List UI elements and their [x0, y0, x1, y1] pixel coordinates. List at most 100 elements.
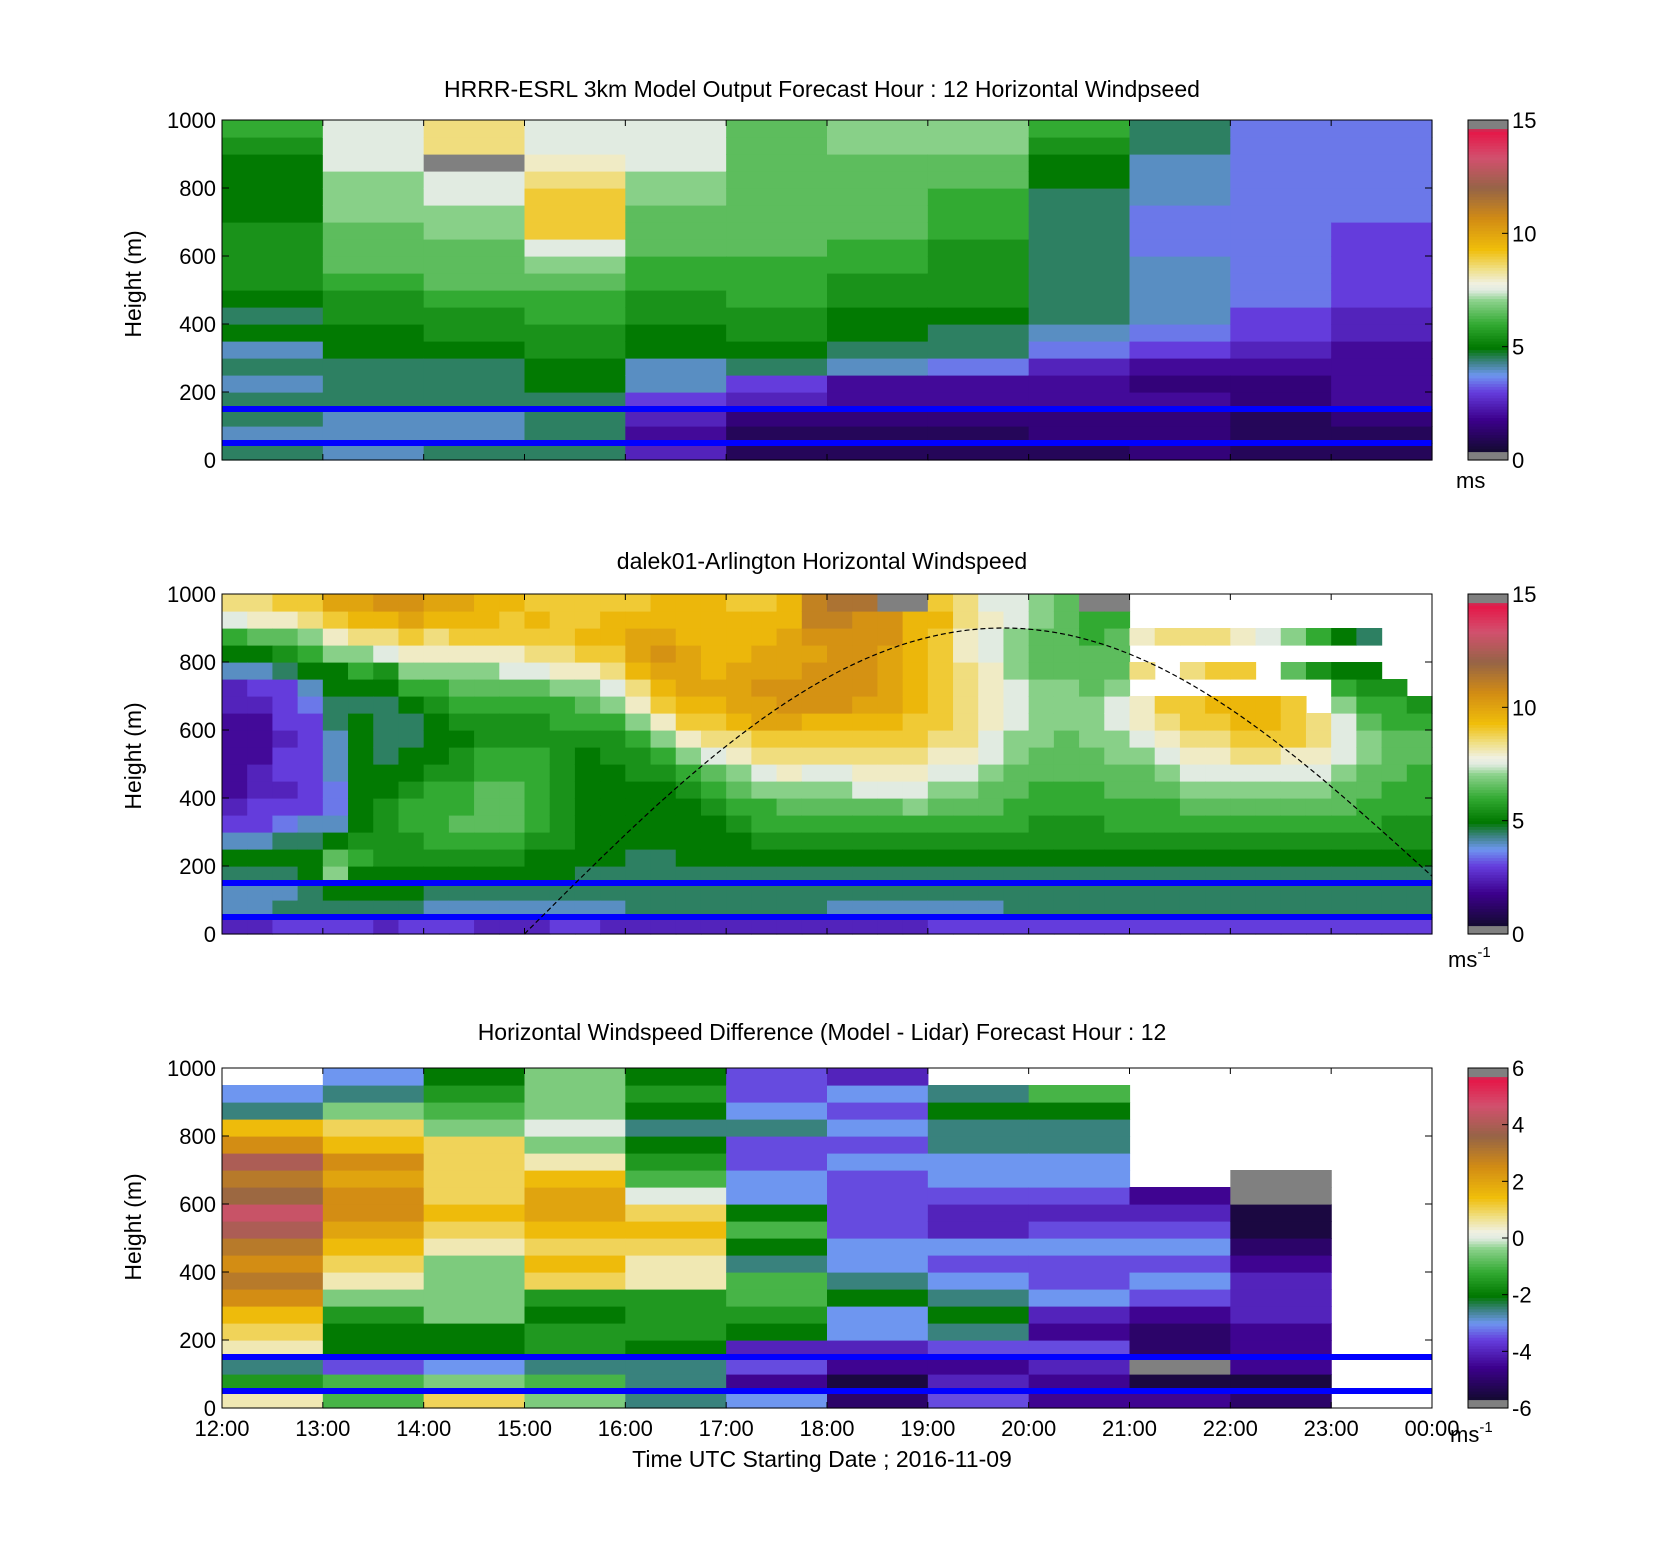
- colorbar-swatch: [1468, 154, 1508, 158]
- colorbar-tick-label: 15: [1512, 108, 1536, 133]
- colorbar-swatch: [1468, 798, 1508, 802]
- heatmap-cell: [827, 883, 853, 901]
- heatmap-cell: [625, 594, 652, 612]
- heatmap-cell: [675, 713, 702, 731]
- y-tick-label: 0: [204, 1396, 216, 1421]
- heatmap-cell: [474, 764, 500, 782]
- heatmap-cell: [827, 392, 929, 410]
- heatmap-cell: [801, 900, 828, 918]
- heatmap-cell: [650, 645, 677, 663]
- colorbar-tick-label: 5: [1512, 335, 1524, 360]
- heatmap-cell: [423, 1085, 526, 1103]
- colorbar-swatch: [1468, 1246, 1508, 1250]
- heatmap-cell: [1028, 917, 1055, 935]
- heatmap-cell: [1331, 341, 1433, 359]
- heatmap-cell: [499, 747, 526, 765]
- colorbar-swatch: [1468, 137, 1508, 141]
- heatmap-cell: [827, 815, 853, 833]
- heatmap-cell: [272, 730, 299, 748]
- heatmap-cell: [322, 1170, 425, 1188]
- heatmap-cell: [222, 645, 248, 663]
- colorbar-swatch: [1468, 633, 1508, 638]
- heatmap-cell: [1129, 392, 1231, 410]
- colorbar-swatch: [1468, 247, 1508, 251]
- heatmap-cell: [927, 662, 954, 680]
- colorbar-swatch: [1468, 820, 1508, 825]
- heatmap-cell: [751, 849, 778, 867]
- colorbar-swatch: [1468, 897, 1508, 901]
- heatmap-cell: [751, 628, 778, 646]
- heatmap-cell: [322, 205, 425, 223]
- heatmap-cell: [322, 730, 349, 748]
- heatmap-cell: [549, 883, 576, 901]
- heatmap-cell: [247, 628, 274, 646]
- heatmap-cell: [827, 1391, 929, 1409]
- colorbar-swatch: [1468, 1212, 1508, 1216]
- heatmap-cell: [348, 696, 374, 714]
- y-tick-label: 800: [179, 650, 216, 675]
- colorbar-swatch: [1468, 1362, 1508, 1367]
- heatmap-cell: [1129, 900, 1156, 918]
- heatmap-cell: [1356, 747, 1383, 765]
- heatmap-cell: [827, 628, 853, 646]
- heatmap-cell: [827, 1357, 929, 1375]
- colorbar-swatch: [1468, 193, 1508, 198]
- heatmap-cell: [927, 1272, 1030, 1290]
- heatmap-cell: [574, 764, 601, 782]
- heatmap-cell: [322, 917, 349, 935]
- heatmap-cell: [726, 662, 752, 680]
- heatmap-cell: [1028, 171, 1131, 189]
- colorbar-swatch: [1468, 1371, 1508, 1375]
- colorbar-swatch: [1468, 1141, 1508, 1146]
- colorbar-swatch: [1468, 1068, 1508, 1072]
- heatmap-cell: [776, 832, 803, 850]
- heatmap-cell: [272, 713, 299, 731]
- colorbar-swatch: [1468, 656, 1508, 660]
- heatmap-cell: [1003, 866, 1030, 884]
- heatmap-cell: [1129, 1391, 1231, 1409]
- heatmap-cell: [1028, 256, 1131, 274]
- heatmap-cell: [726, 1153, 828, 1171]
- heatmap-cell: [1230, 1204, 1332, 1222]
- heatmap-cell: [247, 815, 274, 833]
- heatmap-cell: [373, 662, 400, 680]
- colorbar-swatch: [1468, 156, 1508, 161]
- x-tick-label: 00:00: [1404, 1416, 1459, 1441]
- heatmap-cell: [978, 849, 1005, 867]
- heatmap-cell: [1205, 747, 1231, 765]
- heatmap-cell: [1356, 815, 1383, 833]
- heatmap-cell: [448, 730, 475, 748]
- colorbar-tick-label: 5: [1512, 809, 1524, 834]
- heatmap-cell: [726, 1102, 828, 1120]
- heatmap-cell: [574, 883, 601, 901]
- heatmap-cell: [625, 409, 727, 427]
- heatmap-cell: [927, 1187, 1030, 1205]
- heatmap-cell: [1255, 798, 1282, 816]
- heatmap-cell: [222, 611, 248, 629]
- x-tick-label: 17:00: [699, 1416, 754, 1441]
- heatmap-cell: [1406, 696, 1433, 714]
- heatmap-cell: [247, 645, 274, 663]
- heatmap-cell: [927, 747, 954, 765]
- heatmap-cell: [953, 832, 979, 850]
- heatmap-cell: [675, 662, 702, 680]
- colorbar-swatch: [1468, 355, 1508, 359]
- heatmap-cell: [474, 883, 500, 901]
- heatmap-cell: [978, 866, 1005, 884]
- heatmap-cell: [978, 815, 1005, 833]
- colorbar-swatch: [1468, 766, 1508, 771]
- heatmap-cell: [1230, 730, 1257, 748]
- colorbar-swatch: [1468, 1238, 1508, 1242]
- colorbar-swatch: [1468, 326, 1508, 331]
- heatmap-cell: [1356, 900, 1383, 918]
- heatmap-cell: [1230, 409, 1332, 427]
- colorbar-swatch: [1468, 1351, 1508, 1355]
- colorbar-swatch: [1468, 1178, 1508, 1182]
- heatmap-cell: [423, 256, 526, 274]
- heatmap-cell: [348, 628, 374, 646]
- heatmap-cell: [1079, 662, 1105, 680]
- heatmap-cell: [625, 273, 727, 291]
- heatmap-cell: [675, 747, 702, 765]
- heatmap-cell: [625, 1306, 727, 1324]
- heatmap-cell: [675, 628, 702, 646]
